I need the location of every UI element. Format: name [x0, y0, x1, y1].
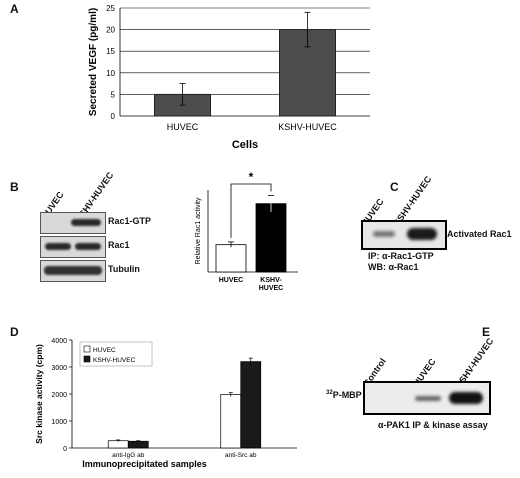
bar — [127, 440, 149, 449]
x-axis-label: Cells — [232, 139, 258, 151]
x-tick-label: HUVEC — [167, 122, 199, 132]
panel-b-letter: B — [10, 180, 19, 194]
x-tick-label: anti-IgG ab — [112, 452, 145, 459]
legend-box — [79, 341, 153, 367]
significance-bracket — [230, 183, 272, 238]
y-tick-label: 25 — [106, 4, 115, 13]
band-label-activated-rac1: Activated Rac1 — [447, 229, 512, 239]
band-label-p-mbp: 32P-MBP — [326, 390, 362, 400]
y-axis-label: Relative Rac1 activity — [195, 197, 202, 264]
blot-label: Rac1-GTP — [108, 216, 152, 226]
panel-c-letter: C — [390, 180, 399, 194]
y-tick-label: 5 — [111, 90, 116, 99]
bar — [220, 394, 242, 449]
legend-swatch — [83, 355, 91, 363]
panel-d-letter: D — [10, 325, 19, 339]
x-tick-label: HUVEC — [219, 277, 244, 284]
bar — [215, 244, 247, 273]
blot-rac1-gtp — [40, 212, 106, 234]
y-axis-label: Src kinase activity (cpm) — [34, 344, 44, 444]
blot-tubulin — [40, 260, 106, 282]
x-tick-label: anti-Src ab — [225, 452, 257, 459]
y-tick-label: 2000 — [51, 392, 67, 399]
y-axis-label: Secreted VEGF (pg/ml) — [88, 8, 99, 116]
x-tick-label: KSHV- — [260, 277, 282, 284]
x-tick-label: KSHV-HUVEC — [278, 122, 337, 132]
y-tick-label: 1000 — [51, 419, 67, 426]
y-tick-label: 3000 — [51, 365, 67, 372]
panel-b-chart: HUVEC KSHV-HUVEC*Relative Rac1 activity — [195, 170, 298, 292]
panel-a-letter: A — [10, 2, 19, 16]
panel-d-chart: 0 1000 2000 3000 4000 anti-IgG ab anti-Src ab I… — [34, 338, 297, 469]
blot-rac1 — [40, 236, 106, 258]
panel-e-caption: α-PAK1 IP & kinase assay — [378, 420, 488, 430]
panel-a-chart: 0 5 10 15 20 25 HUVEC KSHV-HUVEC Cells Secreted V… — [88, 4, 370, 151]
legend-label: HUVEC — [93, 347, 116, 354]
y-tick-label: 0 — [63, 446, 67, 453]
wb-value: α-Rac1 — [388, 262, 419, 272]
wb-label: WB: α-Rac1 — [368, 262, 419, 272]
y-tick-label: 10 — [106, 69, 115, 78]
y-tick-label: 15 — [106, 47, 115, 56]
bar — [107, 440, 129, 449]
legend-swatch — [83, 345, 91, 353]
bar — [240, 361, 262, 449]
legend-label: KSHV-HUVEC — [93, 357, 136, 364]
x-axis-label: Immunoprecipitated samples — [82, 459, 207, 469]
panel-e-letter: E — [482, 325, 491, 339]
blot-p-mbp — [363, 381, 491, 415]
significance-star: * — [249, 170, 254, 184]
x-tick-label: HUVEC — [259, 285, 284, 292]
y-tick-label: 4000 — [51, 338, 67, 345]
ip-label: IP: α-Rac1-GTP — [368, 251, 434, 261]
y-tick-label: 0 — [111, 112, 116, 121]
blot-activated-rac1 — [361, 220, 447, 250]
blot-label: Rac1 — [108, 240, 130, 250]
bar — [255, 203, 287, 273]
blot-label: Tubulin — [108, 264, 140, 274]
ip-value: α-Rac1-GTP — [382, 251, 434, 261]
y-tick-label: 20 — [106, 26, 115, 35]
